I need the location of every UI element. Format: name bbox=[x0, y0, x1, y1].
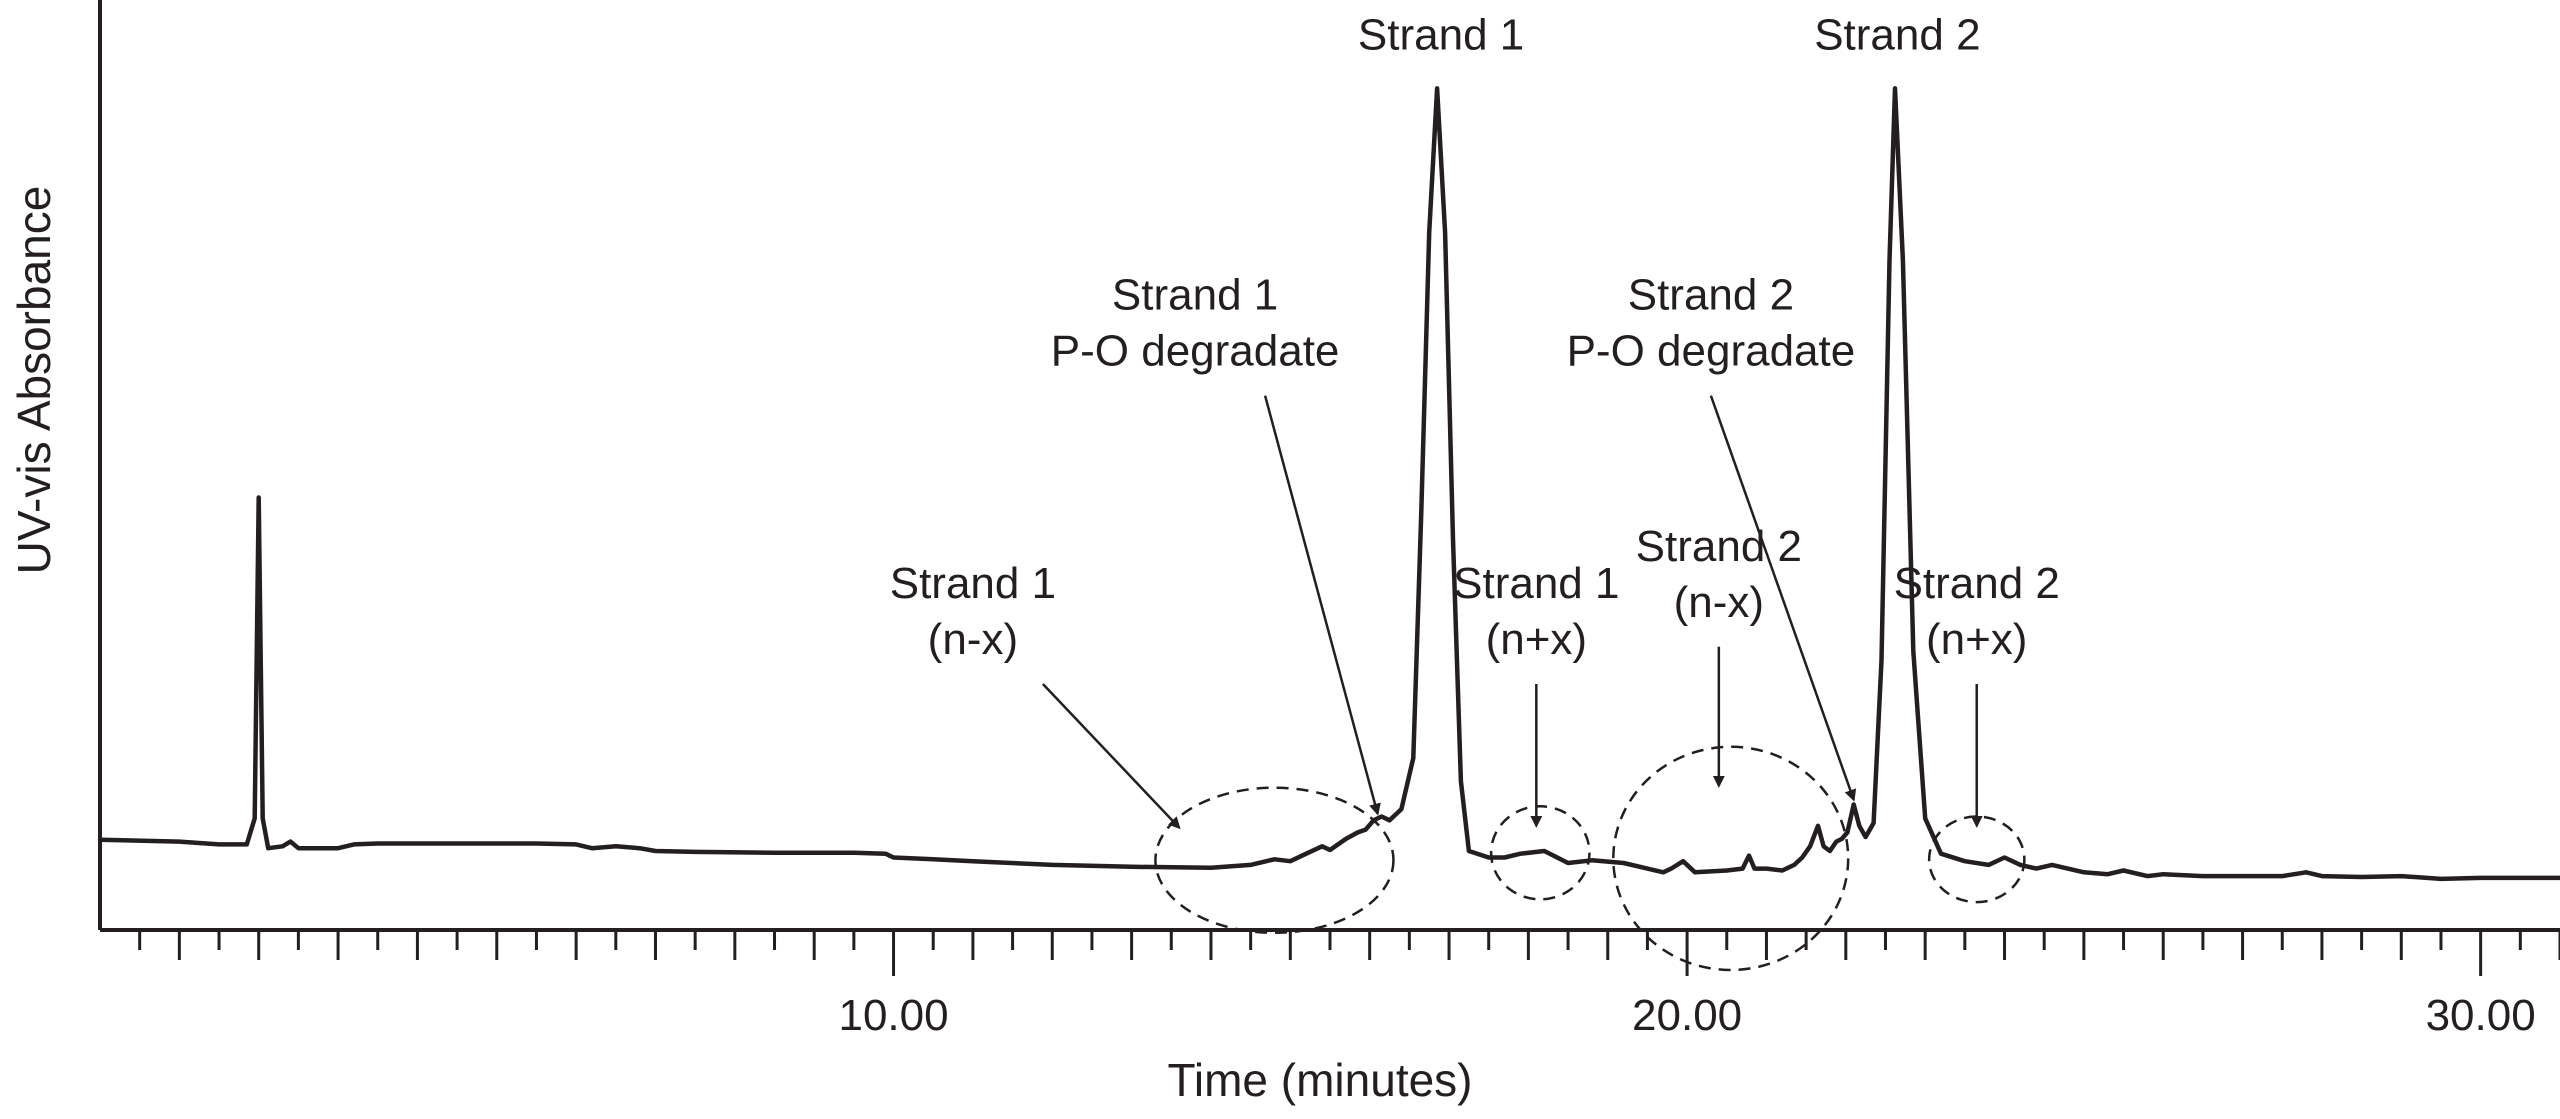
x-tick-label: 20.00 bbox=[1632, 991, 1742, 1040]
annotation-ellipse bbox=[1612, 745, 1850, 972]
annotation-ellipses bbox=[1154, 745, 2026, 972]
annotation-label: (n-x) bbox=[928, 615, 1018, 664]
annotation-label: Strand 1 bbox=[1453, 559, 1619, 608]
annotation-label: (n-x) bbox=[1674, 578, 1764, 627]
annotation-ellipse bbox=[1927, 815, 2026, 904]
annotation-label: P-O degradate bbox=[1051, 327, 1340, 376]
annotation-label: Strand 2 bbox=[1894, 559, 2060, 608]
annotation-ellipse bbox=[1154, 786, 1395, 935]
x-axis-title: Time (minutes) bbox=[1168, 1054, 1473, 1106]
annotation-label: (n+x) bbox=[1926, 615, 2027, 664]
annotation-arrows bbox=[1041, 395, 1983, 830]
annotation-label: Strand 2 bbox=[1628, 271, 1794, 320]
x-axis-tick-labels: 10.00 20.00 30.00 bbox=[838, 991, 2535, 1040]
series-line bbox=[97, 86, 2560, 882]
annotation-label: Strand 2 bbox=[1636, 522, 1802, 571]
annotation-arrow bbox=[1709, 395, 1857, 802]
annotation-arrow bbox=[1041, 683, 1181, 830]
y-axis-title: UV-vis Absorbance bbox=[8, 186, 60, 575]
annotation-arrow bbox=[1263, 395, 1381, 816]
annotation-label: Strand 1 bbox=[1358, 10, 1524, 59]
annotation-label: Strand 1 bbox=[1112, 271, 1278, 320]
annotation-label: Strand 1 bbox=[890, 559, 1056, 608]
x-tick-label: 30.00 bbox=[2426, 991, 2536, 1040]
x-axis-ticks bbox=[138, 930, 2560, 976]
x-tick-label: 10.00 bbox=[838, 991, 948, 1040]
annotation-label: Strand 2 bbox=[1814, 10, 1980, 59]
annotation-label: P-O degradate bbox=[1567, 327, 1856, 376]
annotation-labels: Strand 1 Strand 2 Strand 1 P-O degradate Str… bbox=[890, 10, 2060, 664]
annotation-label: (n+x) bbox=[1486, 615, 1587, 664]
annotation-ellipse bbox=[1489, 805, 1591, 901]
